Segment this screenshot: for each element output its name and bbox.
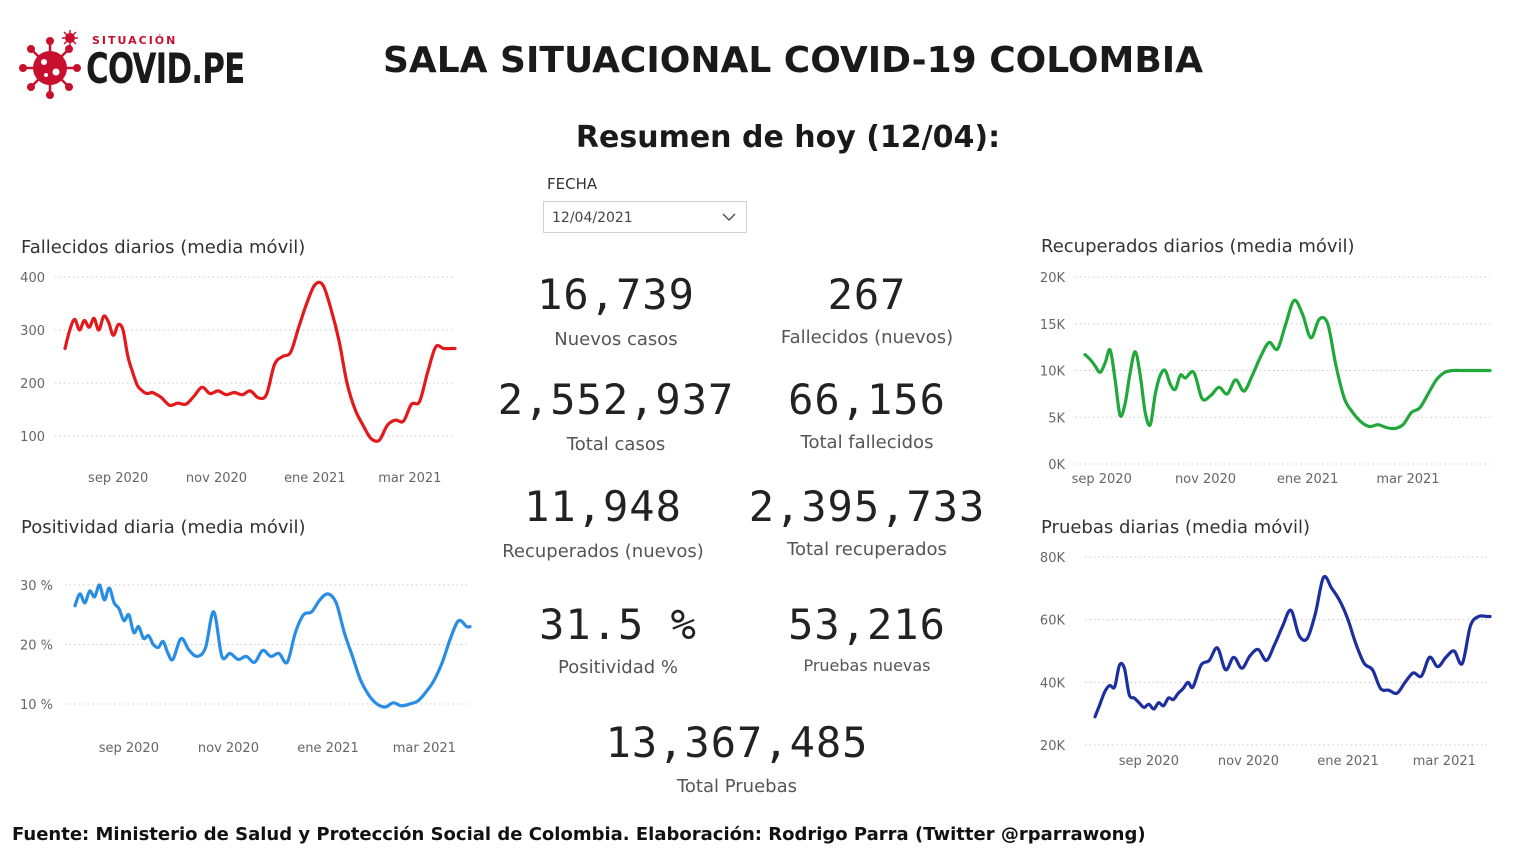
date-filter-value: 12/04/2021 (552, 210, 633, 226)
y-tick-label: 30 % (20, 579, 53, 594)
x-tick-label: mar 2021 (393, 741, 456, 756)
x-tick-label: mar 2021 (1376, 472, 1439, 487)
deaths-chart-title: Fallecidos diarios (media móvil) (21, 237, 306, 258)
y-tick-label: 400 (20, 271, 45, 286)
kpi-new-deaths-label: Fallecidos (nuevos) (780, 327, 954, 348)
x-tick-label: ene 2021 (1317, 754, 1378, 769)
y-tick-label: 20K (1040, 739, 1066, 754)
logo-brand-text: COVID.PE (86, 44, 245, 93)
recovered-line-chart: 0K 5K 10K 15K 20K sep 2020 nov 2020 ene 2021 mar… (1040, 271, 1492, 487)
y-tick-label: 20K (1040, 271, 1066, 286)
y-tick-label: 10 % (20, 698, 53, 713)
logo (18, 22, 243, 102)
tests-line-chart: 20K 40K 60K 80K sep 2020 nov 2020 ene 2021 mar … (1040, 551, 1492, 769)
kpi-new-cases-value: 16,739 (537, 270, 695, 319)
series-line (63, 280, 457, 443)
y-tick-label: 80K (1040, 551, 1066, 566)
positivity-chart-title: Positividad diaria (media móvil) (21, 517, 306, 538)
x-tick-label: mar 2021 (1413, 754, 1476, 769)
recovered-chart-title: Recuperados diarios (media móvil) (1041, 236, 1355, 257)
kpi-new-tests-label: Pruebas nuevas (803, 656, 931, 675)
y-tick-label: 60K (1040, 614, 1066, 629)
y-tick-label: 40K (1040, 676, 1066, 691)
x-tick-label: sep 2020 (99, 741, 159, 756)
kpi-new-tests-value: 53,216 (788, 600, 946, 649)
x-tick-label: mar 2021 (378, 471, 441, 486)
kpi-total-recovered-label: Total recuperados (787, 539, 947, 560)
kpi-new-recovered-value: 11,948 (524, 482, 682, 531)
kpi-positivity-value: 31.5 % (539, 600, 697, 649)
y-tick-label: 5K (1048, 411, 1065, 426)
tests-chart-title: Pruebas diarias (media móvil) (1041, 517, 1310, 538)
x-tick-label: ene 2021 (1277, 472, 1338, 487)
x-tick-label: nov 2020 (1218, 754, 1279, 769)
kpi-total-deaths-label: Total fallecidos (800, 432, 934, 453)
date-filter-label: FECHA (547, 175, 598, 193)
deaths-line-chart: 100 200 300 400 sep 2020 nov 2020 ene 2021 mar … (20, 271, 457, 486)
kpi-total-cases-label: Total casos (566, 434, 666, 455)
kpi-total-deaths-value: 66,156 (788, 375, 946, 424)
x-tick-label: nov 2020 (186, 471, 247, 486)
series-line (73, 583, 472, 709)
source-footer: Fuente: Ministerio de Salud y Protección… (12, 824, 1146, 845)
kpi-new-deaths-value: 267 (827, 270, 907, 319)
x-tick-label: sep 2020 (1119, 754, 1179, 769)
y-tick-label: 20 % (20, 639, 53, 654)
kpi-positivity-label: Positividad % (557, 657, 679, 678)
page-title: SALA SITUACIONAL COVID-19 COLOMBIA (382, 40, 1204, 81)
y-tick-label: 300 (20, 324, 45, 339)
y-tick-label: 10K (1040, 365, 1066, 380)
y-tick-label: 200 (20, 377, 45, 392)
positivity-line-chart: 10 % 20 % 30 % sep 2020 nov 2020 ene 2021 mar … (20, 579, 472, 756)
x-tick-label: nov 2020 (198, 741, 259, 756)
date-filter-dropdown[interactable]: 12/04/2021 (543, 201, 747, 233)
chevron-down-icon (722, 213, 736, 222)
x-tick-label: sep 2020 (1072, 472, 1132, 487)
x-tick-label: nov 2020 (1175, 472, 1236, 487)
series-line (1093, 574, 1492, 719)
y-tick-label: 15K (1040, 318, 1066, 333)
y-tick-label: 0K (1048, 458, 1065, 473)
page-subtitle: Resumen de hoy (12/04): (575, 120, 1001, 155)
kpi-total-tests-label: Total Pruebas (676, 776, 797, 797)
x-tick-label: ene 2021 (284, 471, 345, 486)
kpi-total-tests-value: 13,367,485 (605, 718, 869, 767)
series-line (1083, 298, 1492, 431)
y-tick-label: 100 (20, 430, 45, 445)
kpi-total-cases-value: 2,552,937 (497, 375, 735, 424)
virus-icon (19, 30, 81, 99)
kpi-new-recovered-label: Recuperados (nuevos) (502, 541, 704, 562)
kpi-total-recovered-value: 2,395,733 (748, 482, 986, 531)
logo-small-text: SITUACIÓN (92, 34, 178, 47)
x-tick-label: ene 2021 (297, 741, 358, 756)
x-tick-label: sep 2020 (88, 471, 148, 486)
kpi-new-cases-label: Nuevos casos (554, 329, 678, 350)
